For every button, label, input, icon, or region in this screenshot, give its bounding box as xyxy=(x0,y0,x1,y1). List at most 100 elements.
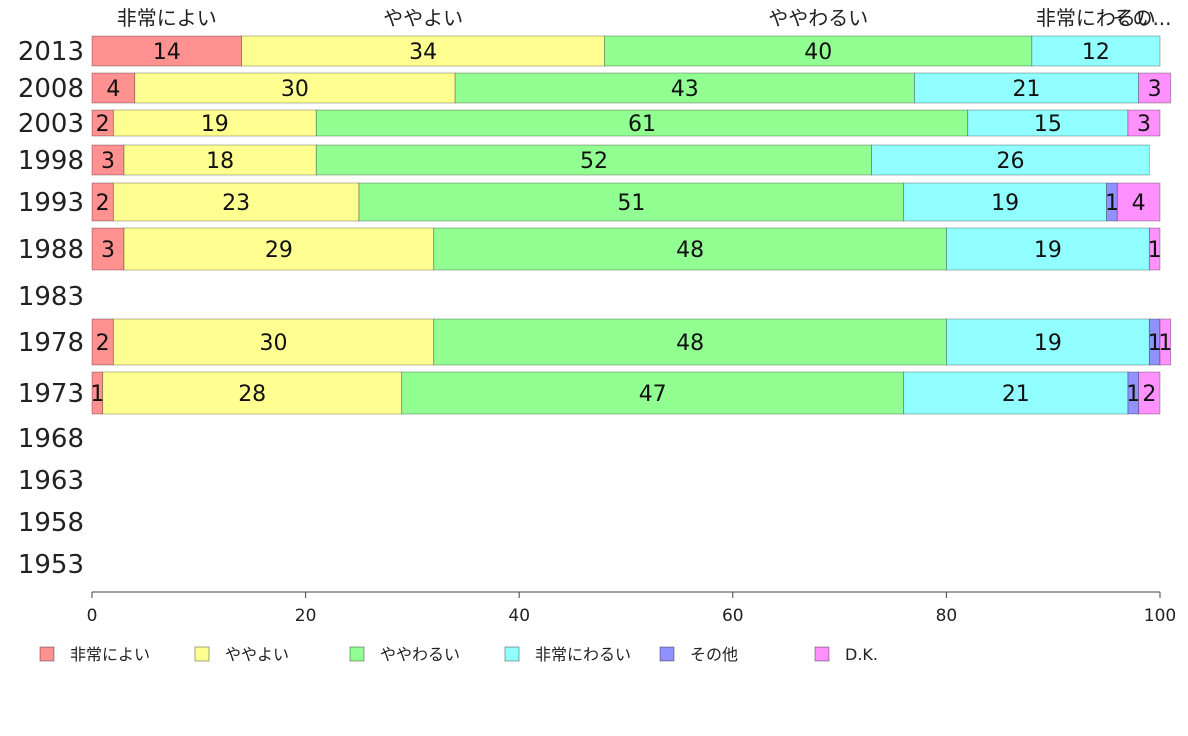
year-label-1963: 1963 xyxy=(18,466,84,496)
bar-2003-series-5 xyxy=(1127,109,1161,137)
data-label-1998-series-0: 3 xyxy=(101,149,115,174)
bar-1973-series-5 xyxy=(1138,371,1161,415)
year-label-2013: 2013 xyxy=(18,37,84,67)
bar-1988-series-3 xyxy=(946,227,1150,271)
year-label-1993: 1993 xyxy=(18,188,84,218)
top-labels: 非常によい ややよい ややわるい 非常にわるいその... xyxy=(117,6,1172,30)
data-label-1988-series-5: 1 xyxy=(1148,238,1162,263)
bar-1973-series-3 xyxy=(903,371,1129,415)
data-label-1993-series-3: 19 xyxy=(991,191,1019,216)
bar-2008-series-2 xyxy=(454,72,915,104)
top-label-3: 非常にわるい xyxy=(1036,6,1156,30)
x-tick-label-100: 100 xyxy=(1144,606,1176,626)
top-label-0: 非常によい xyxy=(117,6,217,30)
bar-2013-series-3 xyxy=(1031,35,1161,67)
data-label-2008-series-5: 3 xyxy=(1148,77,1162,102)
x-axis: 0 20 40 60 80 100 xyxy=(87,591,1176,626)
legend-swatch-3 xyxy=(504,646,520,662)
data-label-1998-series-1: 18 xyxy=(206,149,234,174)
data-label-1978-series-3: 19 xyxy=(1034,331,1062,356)
x-tick-label-20: 20 xyxy=(295,606,317,626)
data-label-2003-series-3: 15 xyxy=(1034,112,1062,137)
top-label-1: ややよい xyxy=(383,6,463,30)
bar-1993-series-2 xyxy=(358,182,905,222)
data-label-1998-series-2: 52 xyxy=(580,149,608,174)
data-label-2003-series-0: 2 xyxy=(96,112,110,137)
data-label-1993-series-1: 23 xyxy=(222,191,250,216)
legend-swatch-4 xyxy=(659,646,675,662)
bar-1998-series-0 xyxy=(91,144,125,176)
bar-2003-series-1 xyxy=(112,109,317,137)
data-label-1993-series-2: 51 xyxy=(617,191,645,216)
data-label-1973-series-2: 47 xyxy=(639,382,667,407)
x-tick-label-0: 0 xyxy=(87,606,98,626)
year-label-1988: 1988 xyxy=(18,235,84,265)
data-label-1978-series-1: 30 xyxy=(260,331,288,356)
legend-swatch-2 xyxy=(349,646,365,662)
data-label-1973-series-1: 28 xyxy=(238,382,266,407)
top-label-2: ややわるい xyxy=(768,6,868,30)
x-tick-label-60: 60 xyxy=(722,606,744,626)
bar-1973-series-1 xyxy=(102,371,403,415)
bar-2008-series-1 xyxy=(134,72,456,104)
data-label-1978-series-0: 2 xyxy=(96,331,110,356)
data-label-2003-series-1: 19 xyxy=(201,112,229,137)
data-label-2003-series-2: 61 xyxy=(628,112,656,137)
bar-1988-series-0 xyxy=(91,227,125,271)
bar-1978-series-3 xyxy=(946,318,1150,366)
bar-1993-series-1 xyxy=(112,182,360,222)
data-label-1993-series-0: 2 xyxy=(96,191,110,216)
bar-2008-series-5 xyxy=(1138,72,1172,104)
legend-label-3: 非常にわるい xyxy=(535,645,631,664)
bar-2003-series-3 xyxy=(967,109,1129,137)
bar-1988-series-5 xyxy=(1148,227,1161,271)
data-label-1973-series-3: 21 xyxy=(1002,382,1030,407)
year-label-1968: 1968 xyxy=(18,424,84,454)
bar-1998-series-3 xyxy=(871,144,1150,176)
bar-1973-series-2 xyxy=(401,371,905,415)
bar-1978-series-5 xyxy=(1159,318,1172,366)
year-label-1973: 1973 xyxy=(18,379,84,409)
legend-label-1: ややよい xyxy=(225,645,289,664)
bar-2013-series-2 xyxy=(604,35,1033,67)
data-label-1988-series-3: 19 xyxy=(1034,238,1062,263)
data-label-1973-series-4: 1 xyxy=(1126,382,1140,407)
data-label-2008-series-3: 21 xyxy=(1013,77,1041,102)
year-label-1958: 1958 xyxy=(18,508,84,538)
data-label-1993-series-4: 1 xyxy=(1105,191,1119,216)
bar-1988-series-2 xyxy=(433,227,947,271)
data-label-1973-series-0: 1 xyxy=(90,382,104,407)
year-label-1978: 1978 xyxy=(18,328,84,358)
data-label-1988-series-2: 48 xyxy=(676,238,704,263)
bar-2003-series-2 xyxy=(315,109,969,137)
year-label-1983: 1983 xyxy=(18,282,84,312)
data-label-2013-series-1: 34 xyxy=(409,40,437,65)
bar-2008-series-3 xyxy=(913,72,1140,104)
legend-label-5: D.K. xyxy=(845,645,878,664)
bar-2013-series-0 xyxy=(91,35,242,67)
data-label-1978-series-2: 48 xyxy=(676,331,704,356)
legend-label-0: 非常によい xyxy=(70,645,150,664)
year-label-2008: 2008 xyxy=(18,74,84,104)
legend-label-2: ややわるい xyxy=(380,645,460,664)
data-label-1978-series-5: 1 xyxy=(1158,331,1172,356)
data-label-2008-series-0: 4 xyxy=(106,77,120,102)
year-label-2003: 2003 xyxy=(18,109,84,139)
legend: 非常によい ややよい ややわるい 非常にわるい その他 D.K. xyxy=(39,645,878,664)
legend-swatch-0 xyxy=(39,646,55,662)
bars: 14 34 40 124 30 43 21 32 19 61 15 33 18 52 262 23 51 19 1 4… xyxy=(90,35,1172,415)
data-label-1993-series-5: 4 xyxy=(1132,191,1146,216)
bar-2008-series-0 xyxy=(91,72,136,104)
data-label-2003-series-5: 3 xyxy=(1137,112,1151,137)
legend-label-4: その他 xyxy=(690,645,738,664)
legend-swatch-1 xyxy=(194,646,210,662)
data-label-1973-series-5: 2 xyxy=(1142,382,1156,407)
data-label-2008-series-2: 43 xyxy=(671,77,699,102)
year-label-1953: 1953 xyxy=(18,550,84,580)
year-labels: 2013 2008 2003 1998 1993 1988 1983 1978 1973 1968… xyxy=(18,37,84,580)
data-label-2013-series-3: 12 xyxy=(1082,40,1110,65)
data-label-1978-series-4: 1 xyxy=(1148,331,1162,356)
data-label-2013-series-2: 40 xyxy=(804,40,832,65)
data-label-2008-series-1: 30 xyxy=(281,77,309,102)
